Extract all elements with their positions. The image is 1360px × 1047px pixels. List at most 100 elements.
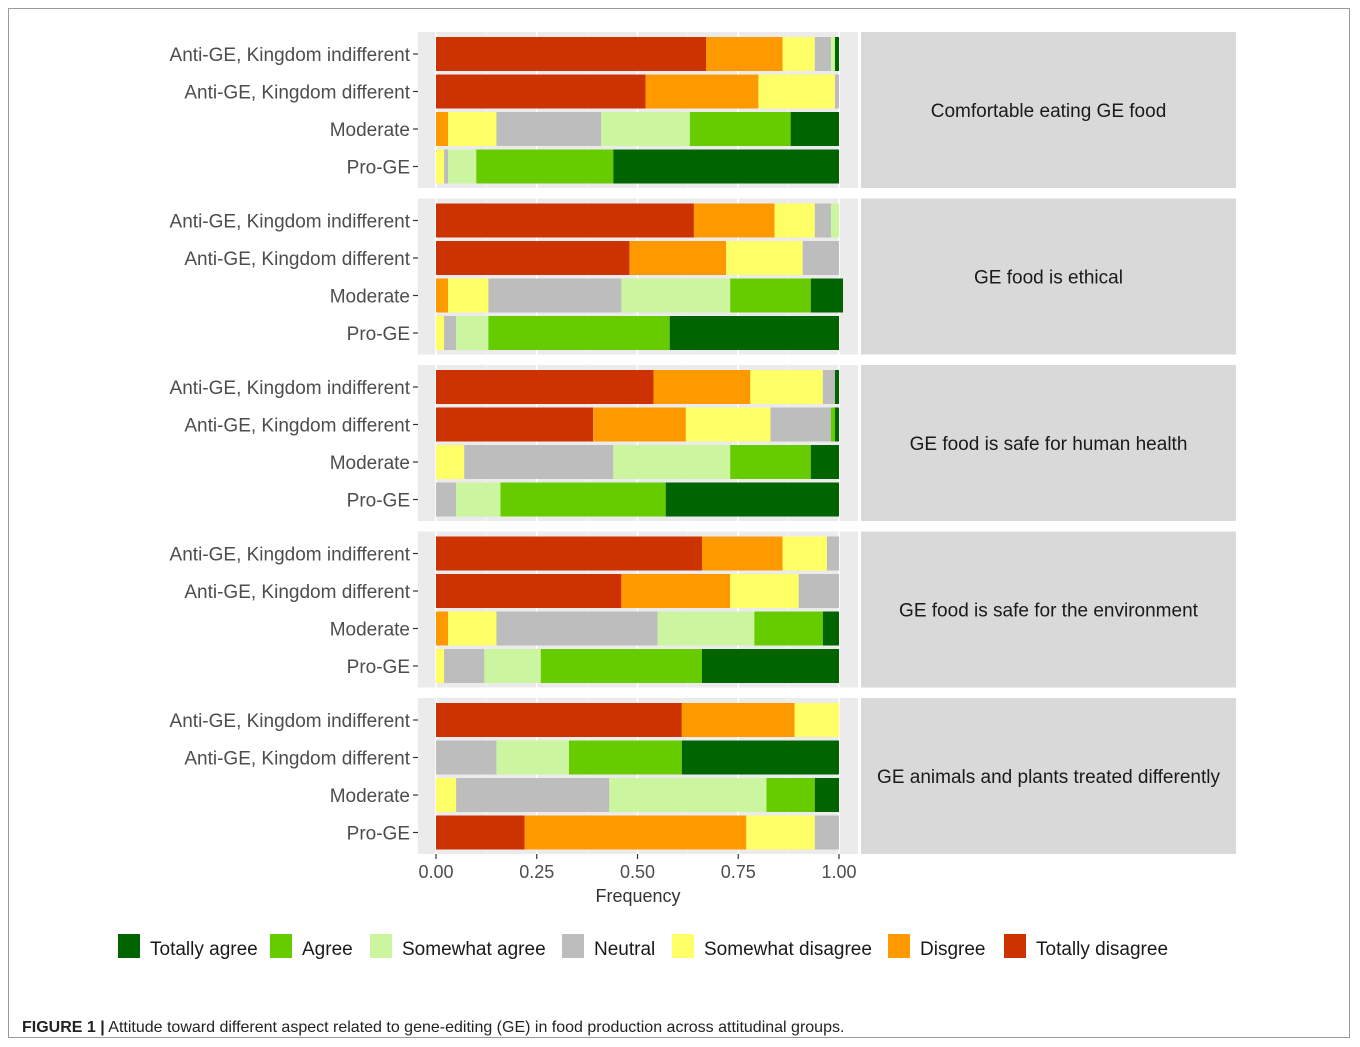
facet-strip [861, 531, 1236, 688]
bar-segment [436, 316, 445, 350]
bar-segment [794, 703, 839, 737]
legend-item: Agree [270, 934, 353, 960]
bar-segment [830, 203, 839, 238]
legend-item: Totally disagree [1004, 934, 1168, 960]
bar-segment [814, 778, 839, 812]
bar-segment [496, 112, 602, 146]
bar-segment [834, 407, 839, 442]
bar-segment [456, 778, 610, 812]
bar-segment [665, 482, 839, 517]
bar-segment [653, 370, 751, 404]
legend-item: Disgree [888, 934, 985, 960]
legend-item: Neutral [562, 934, 655, 960]
y-tick-label: Anti-GE, Kingdom indifferent [170, 212, 411, 233]
bar-segment [629, 241, 727, 275]
bar-segment [645, 74, 759, 109]
legend-item: Somewhat disagree [672, 934, 872, 960]
facet-strip [861, 365, 1236, 521]
facet-strip [861, 198, 1236, 355]
bar-segment [436, 112, 449, 146]
facet-strip-label: GE food is ethical [974, 268, 1123, 289]
legend-label: Totally disagree [1036, 939, 1168, 960]
bar-segment [444, 316, 457, 350]
bar-segment [746, 815, 815, 850]
bar-segment [488, 316, 670, 350]
bar-segment [774, 203, 815, 238]
bar-segment [568, 740, 682, 775]
y-tick-label: Pro-GE [347, 324, 410, 345]
bar-segment [798, 574, 839, 608]
bar-segment [613, 149, 839, 184]
bar-segment [436, 649, 445, 683]
y-tick-label: Pro-GE [347, 158, 410, 179]
bar-segment [726, 241, 803, 275]
y-tick-label: Anti-GE, Kingdom different [184, 416, 410, 437]
legend-label: Somewhat disagree [704, 939, 872, 960]
bar-segment [609, 778, 767, 812]
legend: Totally agree Agree Somewhat agree Neutral S… [118, 934, 1168, 960]
x-tick-label: 0.00 [418, 862, 453, 882]
bar-segment [524, 815, 747, 850]
bar-segment [464, 445, 614, 479]
facet-panel: GE food is safe for the environment Anti-… [170, 531, 1236, 688]
y-tick-label: Anti-GE, Kingdom indifferent [170, 711, 411, 732]
x-tick-label: 0.75 [721, 862, 756, 882]
facet-panel: GE food is ethical Anti-GE, Kingdom indif… [170, 198, 1236, 355]
bar-segment [826, 536, 839, 571]
legend-swatch [672, 934, 694, 958]
bar-segment [436, 703, 682, 737]
bar-segment [448, 149, 477, 184]
facet-strip [861, 698, 1236, 854]
bar-segment [810, 278, 844, 313]
legend-label: Agree [302, 939, 353, 960]
bar-segment [436, 445, 465, 479]
x-axis: Frequency 0.00 0.25 0.50 0.75 1.00 [418, 854, 857, 906]
bar-segment [701, 649, 839, 683]
legend-item: Totally agree [118, 934, 258, 960]
facet-panel: GE food is safe for human health Anti-GE,… [170, 365, 1236, 521]
bar-segment [436, 407, 594, 442]
bar-segment [436, 203, 694, 238]
bar-segment [814, 37, 831, 71]
y-tick-label: Anti-GE, Kingdom indifferent [170, 45, 411, 66]
y-tick-label: Pro-GE [347, 491, 410, 512]
bar-segment [730, 278, 811, 313]
bar-segment [436, 536, 702, 571]
bar-segment [621, 278, 731, 313]
bar-segment [436, 74, 646, 109]
bar-segment [448, 611, 497, 646]
bar-segment [436, 611, 449, 646]
bar-segment [613, 445, 731, 479]
bar-segment [814, 203, 831, 238]
bar-segment [758, 74, 835, 109]
bar-segment [621, 574, 731, 608]
bar-segment [436, 574, 622, 608]
legend-label: Totally agree [150, 939, 258, 960]
legend-label: Disgree [920, 939, 985, 960]
y-tick-label: Pro-GE [347, 824, 410, 845]
bar-segment [782, 536, 827, 571]
bar-segment [436, 37, 707, 71]
bar-segment [834, 37, 839, 71]
bar-segment [782, 37, 815, 71]
bar-segment [496, 611, 658, 646]
facet-strip-label: GE food is safe for human health [910, 434, 1188, 455]
bar-segment [750, 370, 823, 404]
bar-segment [448, 112, 497, 146]
bar-segment [496, 740, 569, 775]
bar-segment [500, 482, 666, 517]
bar-segment [601, 112, 690, 146]
bar-segment [593, 407, 686, 442]
bar-segment [436, 241, 630, 275]
x-axis-label: Frequency [595, 886, 680, 906]
bar-segment [834, 74, 839, 109]
bar-segment [681, 703, 795, 737]
figure-frame [8, 8, 1350, 1038]
facet-strip-label: Comfortable eating GE food [931, 101, 1167, 122]
facet-strip [861, 32, 1236, 188]
bar-segment [484, 649, 541, 683]
bar-segment [770, 407, 831, 442]
y-tick-label: Anti-GE, Kingdom indifferent [170, 378, 411, 399]
legend-label: Somewhat agree [402, 939, 546, 960]
